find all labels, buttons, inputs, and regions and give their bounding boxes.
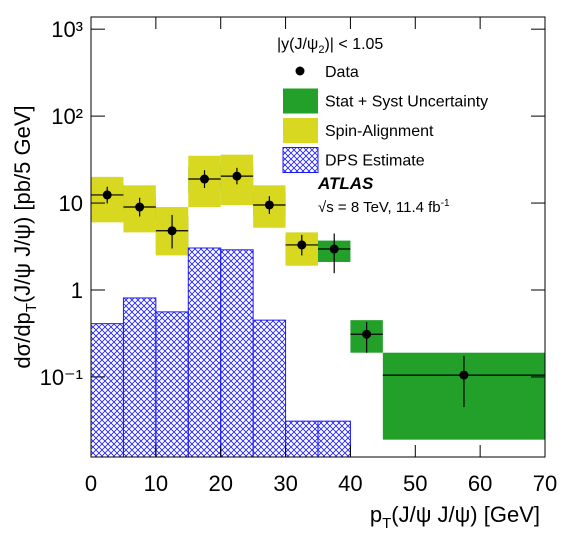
legend-swatch	[283, 118, 318, 143]
legend-swatch	[283, 88, 318, 114]
y-axis-label: dσ/dpT(J/ψ J/ψ) [pb/5 GeV]	[10, 105, 40, 368]
legend-marker	[295, 66, 305, 76]
y-tick-label: 10	[59, 191, 83, 216]
y-tick-label: 1	[71, 278, 83, 303]
data-point	[232, 171, 242, 181]
y-tick-label: 10⁻¹	[40, 365, 83, 390]
histogram-bar	[122, 297, 157, 458]
x-axis-label: pT(J/ψ J/ψ) [GeV]	[370, 502, 540, 532]
y-tick-label: 10³	[51, 17, 83, 42]
legend-label: DPS Estimate	[325, 153, 425, 170]
data-point	[297, 240, 307, 250]
data-point	[459, 370, 469, 380]
x-tick-label: 20	[208, 471, 232, 496]
x-tick-label: 0	[85, 471, 97, 496]
data-point	[102, 190, 112, 200]
histogram-bar	[90, 323, 124, 458]
x-tick-label: 70	[533, 471, 557, 496]
histogram-bar	[252, 319, 287, 458]
x-tick-label: 40	[338, 471, 362, 496]
histogram-bar	[155, 311, 189, 458]
y-tick-label: 10²	[51, 104, 83, 129]
histogram-bar	[285, 420, 319, 458]
x-tick-label: 50	[403, 471, 427, 496]
data-point	[329, 244, 339, 254]
legend-label: Data	[325, 64, 359, 81]
histogram-bar	[317, 420, 351, 458]
x-tick-label: 30	[273, 471, 297, 496]
legend: Data Stat + Syst Uncertainty Spin-Alignmen…	[282, 64, 488, 173]
data-point	[362, 329, 372, 339]
legend-swatch	[282, 147, 319, 173]
legend-label: Stat + Syst Uncertainty	[325, 94, 488, 111]
frame	[90, 16, 546, 458]
histogram-bar	[220, 249, 254, 458]
data-point	[135, 202, 145, 212]
data-point	[200, 174, 209, 184]
legend-label: Spin-Alignment	[325, 123, 434, 140]
x-tick-label: 10	[144, 471, 168, 496]
x-tick-label: 60	[468, 471, 492, 496]
data-point	[264, 200, 274, 210]
experiment-label: ATLAS	[317, 174, 374, 193]
selection-label: |y(J/ψ2)| < 1.05	[277, 36, 383, 56]
data-point	[167, 226, 177, 236]
histogram-bar	[187, 247, 222, 458]
energy-label: √s = 8 TeV, 11.4 fb-1	[318, 198, 450, 216]
